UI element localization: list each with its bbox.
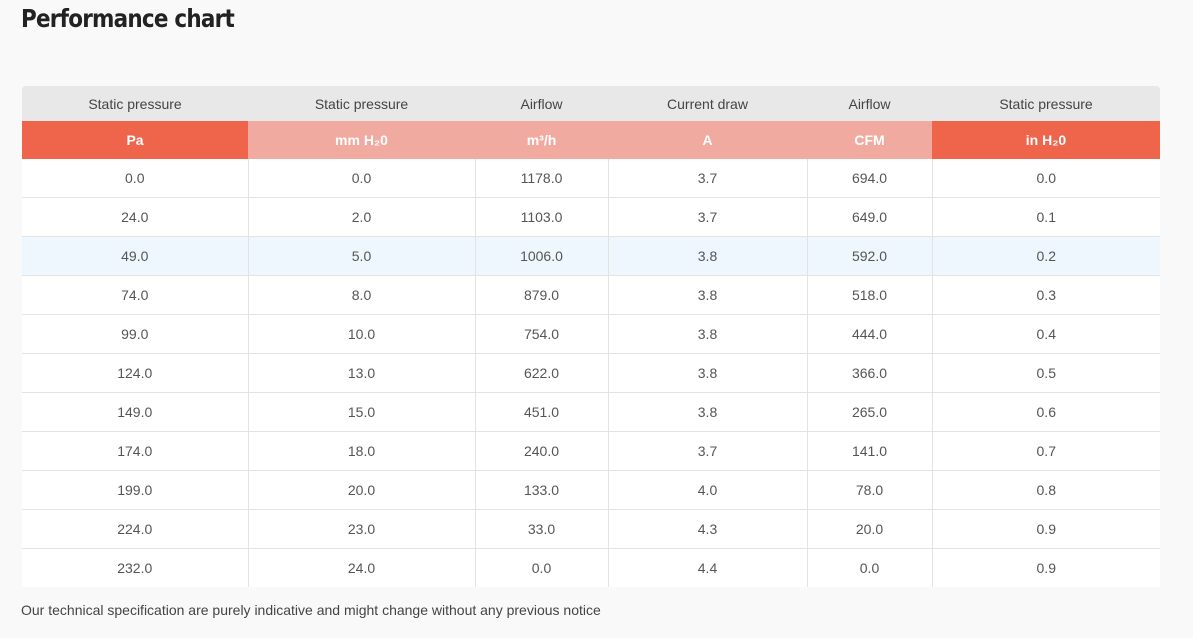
- table-cell: 174.0: [22, 431, 249, 471]
- table-cell: 10.0: [248, 314, 476, 354]
- table-cell: 4.0: [608, 470, 808, 510]
- table-cell: 15.0: [248, 392, 476, 432]
- table-cell: 99.0: [22, 314, 249, 354]
- unit-header: CFM: [807, 121, 932, 159]
- table-cell: 49.0: [22, 236, 249, 276]
- table-cell: 13.0: [248, 353, 476, 393]
- table-cell: 3.7: [608, 159, 808, 198]
- table-cell: 879.0: [475, 275, 609, 315]
- table-cell: 24.0: [22, 197, 249, 237]
- table-cell: 3.8: [608, 236, 808, 276]
- table-cell: 3.8: [608, 353, 808, 393]
- table-body: 0.0 0.0 1178.0 3.7 694.0 0.0 24.0 2.0 1103.0 3.7 6…: [22, 159, 1160, 587]
- table-cell: 0.8: [932, 470, 1160, 510]
- unit-header: mm H₂0: [248, 121, 475, 159]
- disclaimer-text: Our technical specification are purely i…: [21, 602, 601, 618]
- table-cell: 0.5: [932, 353, 1160, 393]
- table-cell: 4.3: [608, 509, 808, 549]
- table-cell: 0.7: [932, 431, 1160, 471]
- table-row: 49.0 5.0 1006.0 3.8 592.0 0.2: [22, 236, 1160, 276]
- table-cell: 0.6: [932, 392, 1160, 432]
- table-cell: 199.0: [22, 470, 249, 510]
- table-cell: 1006.0: [475, 236, 609, 276]
- table-cell: 0.4: [932, 314, 1160, 354]
- table-row: 24.0 2.0 1103.0 3.7 649.0 0.1: [22, 197, 1160, 237]
- column-header: Airflow: [807, 86, 932, 121]
- table-cell: 0.3: [932, 275, 1160, 315]
- table-cell: 18.0: [248, 431, 476, 471]
- table-cell: 265.0: [807, 392, 933, 432]
- table-cell: 0.0: [248, 159, 476, 198]
- table-cell: 2.0: [248, 197, 476, 237]
- unit-header: in H₂0: [932, 121, 1160, 159]
- table-cell: 20.0: [807, 509, 933, 549]
- table-cell: 0.0: [932, 159, 1160, 198]
- table-cell: 24.0: [248, 548, 476, 587]
- table-cell: 3.8: [608, 275, 808, 315]
- table-cell: 124.0: [22, 353, 249, 393]
- table-cell: 0.9: [932, 509, 1160, 549]
- table-row: 232.0 24.0 0.0 4.4 0.0 0.9: [22, 548, 1160, 587]
- table-cell: 4.4: [608, 548, 808, 587]
- table-cell: 33.0: [475, 509, 609, 549]
- unit-header: Pa: [22, 121, 248, 159]
- table-cell: 622.0: [475, 353, 609, 393]
- table-cell: 754.0: [475, 314, 609, 354]
- table-row: 149.0 15.0 451.0 3.8 265.0 0.6: [22, 392, 1160, 432]
- performance-table: Static pressure Static pressure Airflow …: [22, 86, 1160, 587]
- table-cell: 1103.0: [475, 197, 609, 237]
- table-row: 224.0 23.0 33.0 4.3 20.0 0.9: [22, 509, 1160, 549]
- column-header: Airflow: [475, 86, 608, 121]
- table-cell: 232.0: [22, 548, 249, 587]
- table-cell: 649.0: [807, 197, 933, 237]
- table-cell: 0.0: [22, 159, 249, 198]
- column-header: Static pressure: [248, 86, 475, 121]
- table-cell: 3.8: [608, 314, 808, 354]
- column-header: Static pressure: [932, 86, 1160, 121]
- table-cell: 8.0: [248, 275, 476, 315]
- column-header: Current draw: [608, 86, 807, 121]
- table-cell: 366.0: [807, 353, 933, 393]
- table-cell: 3.8: [608, 392, 808, 432]
- table-cell: 0.1: [932, 197, 1160, 237]
- unit-header-row: Pa mm H₂0 m³/h A CFM in H₂0: [22, 121, 1160, 159]
- table-cell: 141.0: [807, 431, 933, 471]
- table-cell: 1178.0: [475, 159, 609, 198]
- table-cell: 0.0: [807, 548, 933, 587]
- table-cell: 149.0: [22, 392, 249, 432]
- column-header: Static pressure: [22, 86, 248, 121]
- table-cell: 5.0: [248, 236, 476, 276]
- table-cell: 133.0: [475, 470, 609, 510]
- table-row: 199.0 20.0 133.0 4.0 78.0 0.8: [22, 470, 1160, 510]
- table-cell: 3.7: [608, 431, 808, 471]
- table-row: 0.0 0.0 1178.0 3.7 694.0 0.0: [22, 159, 1160, 198]
- table-cell: 0.9: [1036, 560, 1056, 576]
- table-cell: 0.2: [932, 236, 1160, 276]
- table-cell: 444.0: [807, 314, 933, 354]
- table-row: 124.0 13.0 622.0 3.8 366.0 0.5: [22, 353, 1160, 393]
- table-cell: 3.7: [608, 197, 808, 237]
- table-row: 174.0 18.0 240.0 3.7 141.0 0.7: [22, 431, 1160, 471]
- unit-header: m³/h: [475, 121, 608, 159]
- table-cell: 23.0: [248, 509, 476, 549]
- table-cell: 224.0: [22, 509, 249, 549]
- table-row: 74.0 8.0 879.0 3.8 518.0 0.3: [22, 275, 1160, 315]
- table-cell: 451.0: [475, 392, 609, 432]
- table-cell: 694.0: [807, 159, 933, 198]
- column-header-row: Static pressure Static pressure Airflow …: [22, 86, 1160, 121]
- table-row: 99.0 10.0 754.0 3.8 444.0 0.4: [22, 314, 1160, 354]
- unit-header: A: [608, 121, 807, 159]
- table-cell: 78.0: [807, 470, 933, 510]
- table-cell: 592.0: [807, 236, 933, 276]
- table-cell: 74.0: [22, 275, 249, 315]
- table-cell: 518.0: [807, 275, 933, 315]
- table-cell: 0.0: [475, 548, 609, 587]
- table-cell: 240.0: [475, 431, 609, 471]
- table-cell: 20.0: [248, 470, 476, 510]
- page-title: Performance chart: [21, 4, 235, 33]
